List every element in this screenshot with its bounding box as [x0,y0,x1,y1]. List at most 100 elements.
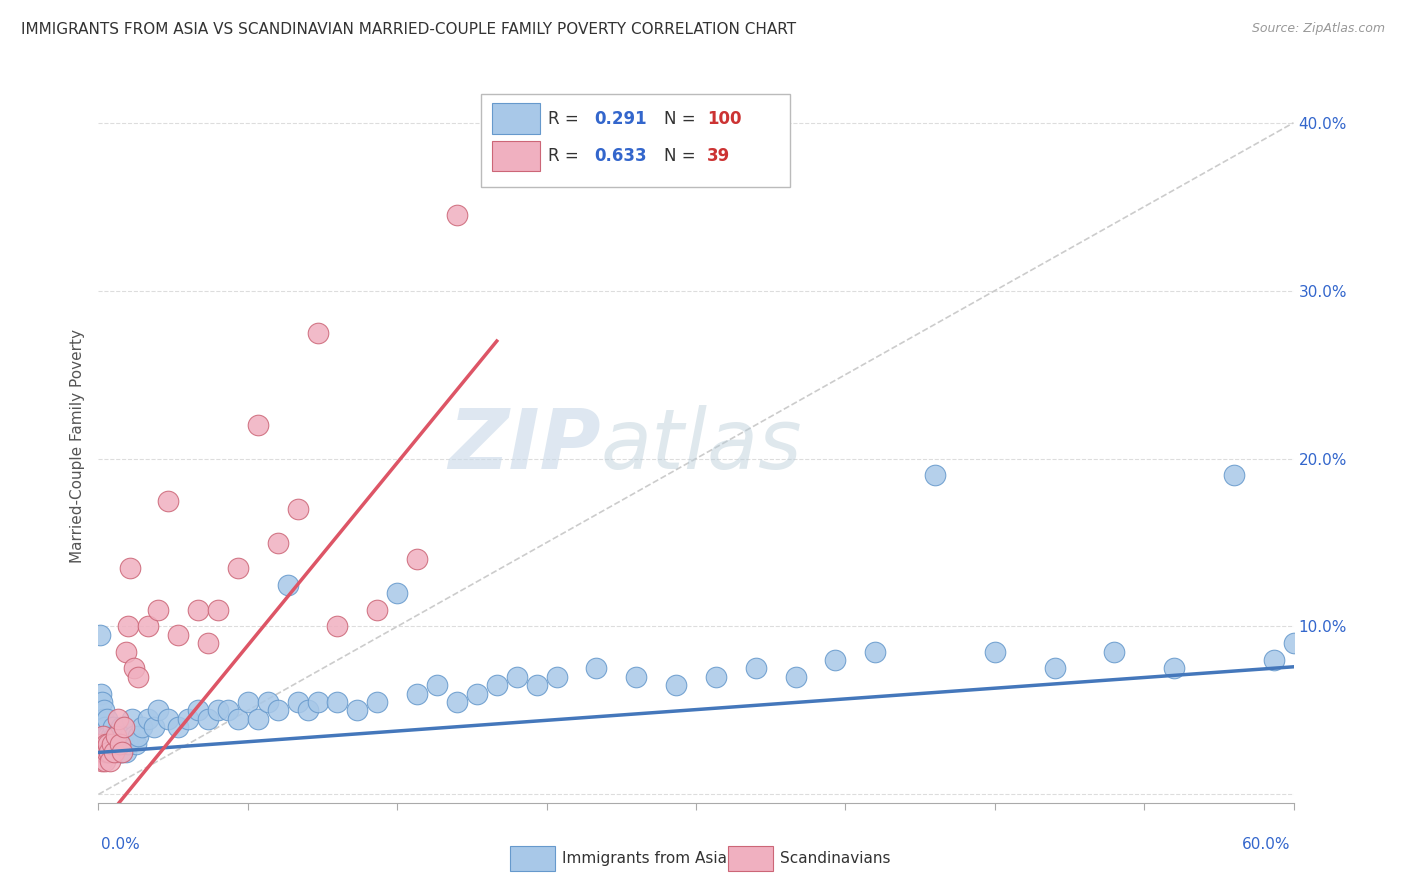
Y-axis label: Married-Couple Family Poverty: Married-Couple Family Poverty [69,329,84,563]
Point [103,729,125,743]
Point [177,712,200,726]
Point [127,670,149,684]
Point [98,746,121,760]
Point [117,737,139,751]
Point [89,746,111,760]
Point [745,661,768,675]
Point [91,754,114,768]
Point [1043,661,1066,675]
Point [98,737,121,751]
Point [101,737,124,751]
Point [366,603,388,617]
Point [94,720,117,734]
Text: N =: N = [664,147,700,165]
Point [112,737,135,751]
Point [107,746,129,760]
Point [704,670,727,684]
Point [120,729,142,743]
Text: ZIP: ZIP [447,406,600,486]
Point [236,695,259,709]
Point [93,746,115,760]
Point [103,746,125,760]
Point [406,687,429,701]
Point [96,737,118,751]
Point [546,670,568,684]
Point [105,729,128,743]
Point [226,712,249,726]
Point [506,670,529,684]
Point [107,712,129,726]
Point [131,720,153,734]
Point [121,712,143,726]
Point [1282,636,1305,650]
Point [197,712,219,726]
Point [105,746,128,760]
Point [90,687,112,701]
Point [326,695,349,709]
Point [124,729,146,743]
Point [465,687,488,701]
Point [287,695,309,709]
Point [148,703,170,717]
Text: 0.291: 0.291 [595,110,647,128]
Point [1163,661,1185,675]
Text: 0.633: 0.633 [595,147,647,165]
Point [326,619,349,633]
Text: Immigrants from Asia: Immigrants from Asia [562,851,727,865]
Point [626,670,648,684]
Point [924,468,946,483]
Point [100,729,122,743]
Point [246,417,269,432]
Point [111,746,134,760]
Text: R =: R = [548,110,585,128]
Text: 100: 100 [707,110,742,128]
Point [148,603,170,617]
Text: Source: ZipAtlas.com: Source: ZipAtlas.com [1251,22,1385,36]
Point [217,703,239,717]
Point [187,603,209,617]
Point [277,577,299,591]
Point [157,493,180,508]
Text: 39: 39 [707,147,731,165]
Point [446,695,468,709]
Point [125,737,148,751]
Point [96,746,118,760]
Text: 60.0%: 60.0% [1243,837,1291,852]
Point [984,645,1007,659]
Point [112,729,135,743]
Point [207,603,229,617]
Point [93,729,115,743]
Point [256,695,278,709]
Point [90,737,112,751]
Text: IMMIGRANTS FROM ASIA VS SCANDINAVIAN MARRIED-COUPLE FAMILY POVERTY CORRELATION C: IMMIGRANTS FROM ASIA VS SCANDINAVIAN MAR… [21,22,796,37]
Point [406,552,429,566]
Text: atlas: atlas [600,406,801,486]
Point [526,678,548,692]
Text: R =: R = [548,147,585,165]
Point [97,729,120,743]
Point [197,636,219,650]
Point [366,695,388,709]
Point [346,703,368,717]
Point [1263,653,1285,667]
Point [93,712,115,726]
Point [98,746,122,760]
Point [96,729,118,743]
Point [665,678,688,692]
Point [485,678,508,692]
Point [1223,468,1246,483]
Point [117,619,139,633]
Point [585,661,607,675]
Point [105,729,128,743]
Point [157,712,180,726]
Point [307,326,329,340]
Point [110,746,132,760]
Point [136,712,159,726]
Point [120,560,142,574]
Point [446,208,468,222]
Text: N =: N = [664,110,700,128]
Point [187,703,209,717]
Point [112,720,135,734]
Point [110,737,132,751]
Point [93,703,115,717]
